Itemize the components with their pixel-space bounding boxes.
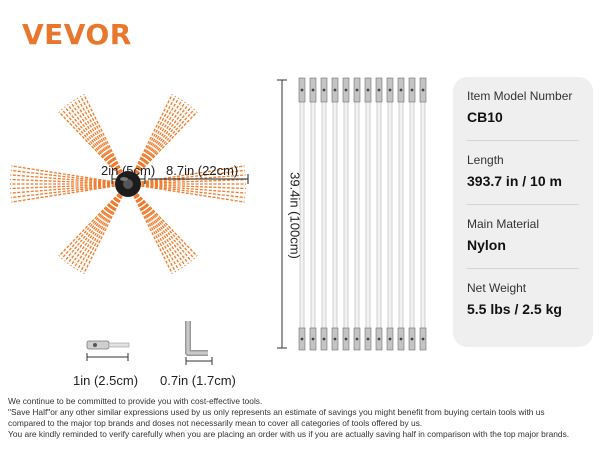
spec-value: 5.5 lbs / 2.5 kg [467,301,562,317]
rod-length-label: 39.4in (100cm) [287,172,303,259]
spec-card: Item Model Number CB10 Length 393.7 in /… [453,77,593,347]
connector-icon [86,340,130,361]
spec-weight: Net Weight 5.5 lbs / 2.5 kg [467,269,579,333]
spec-label: Length [467,153,504,167]
spec-value: CB10 [467,109,503,125]
spec-value: 393.7 in / 10 m [467,173,562,189]
spec-label: Net Weight [467,281,527,295]
brush-head-image [10,94,249,274]
connector-size-label: 1in (2.5cm) [73,373,139,388]
extension-rods-image [277,77,427,351]
disclaimer: We continue to be committed to provide y… [8,396,598,440]
accessories-image [86,321,213,365]
spec-model: Item Model Number CB10 [467,77,579,141]
disclaimer-line: We continue to be committed to provide y… [8,396,263,406]
vevor-logo: VEVOR [22,18,132,51]
spec-label: Main Material [467,217,540,231]
disclaimer-line: compared to the major top brands and dos… [8,418,423,428]
spec-material: Main Material Nylon [467,205,579,269]
disclaimer-line: You are kindly reminded to verify carefu… [8,429,570,439]
spec-label: Item Model Number [467,89,573,103]
spec-value: Nylon [467,237,506,253]
allen-wrench-icon [185,321,213,365]
disclaimer-line: "Save Half"or any other similar expressi… [8,407,545,417]
wrench-size-label: 0.7in (1.7cm) [160,373,236,388]
spec-length: Length 393.7 in / 10 m [467,141,579,205]
hub-width-label: 2in (5cm) [101,163,156,178]
bristle-length-label: 8.7in (22cm) [166,163,239,178]
